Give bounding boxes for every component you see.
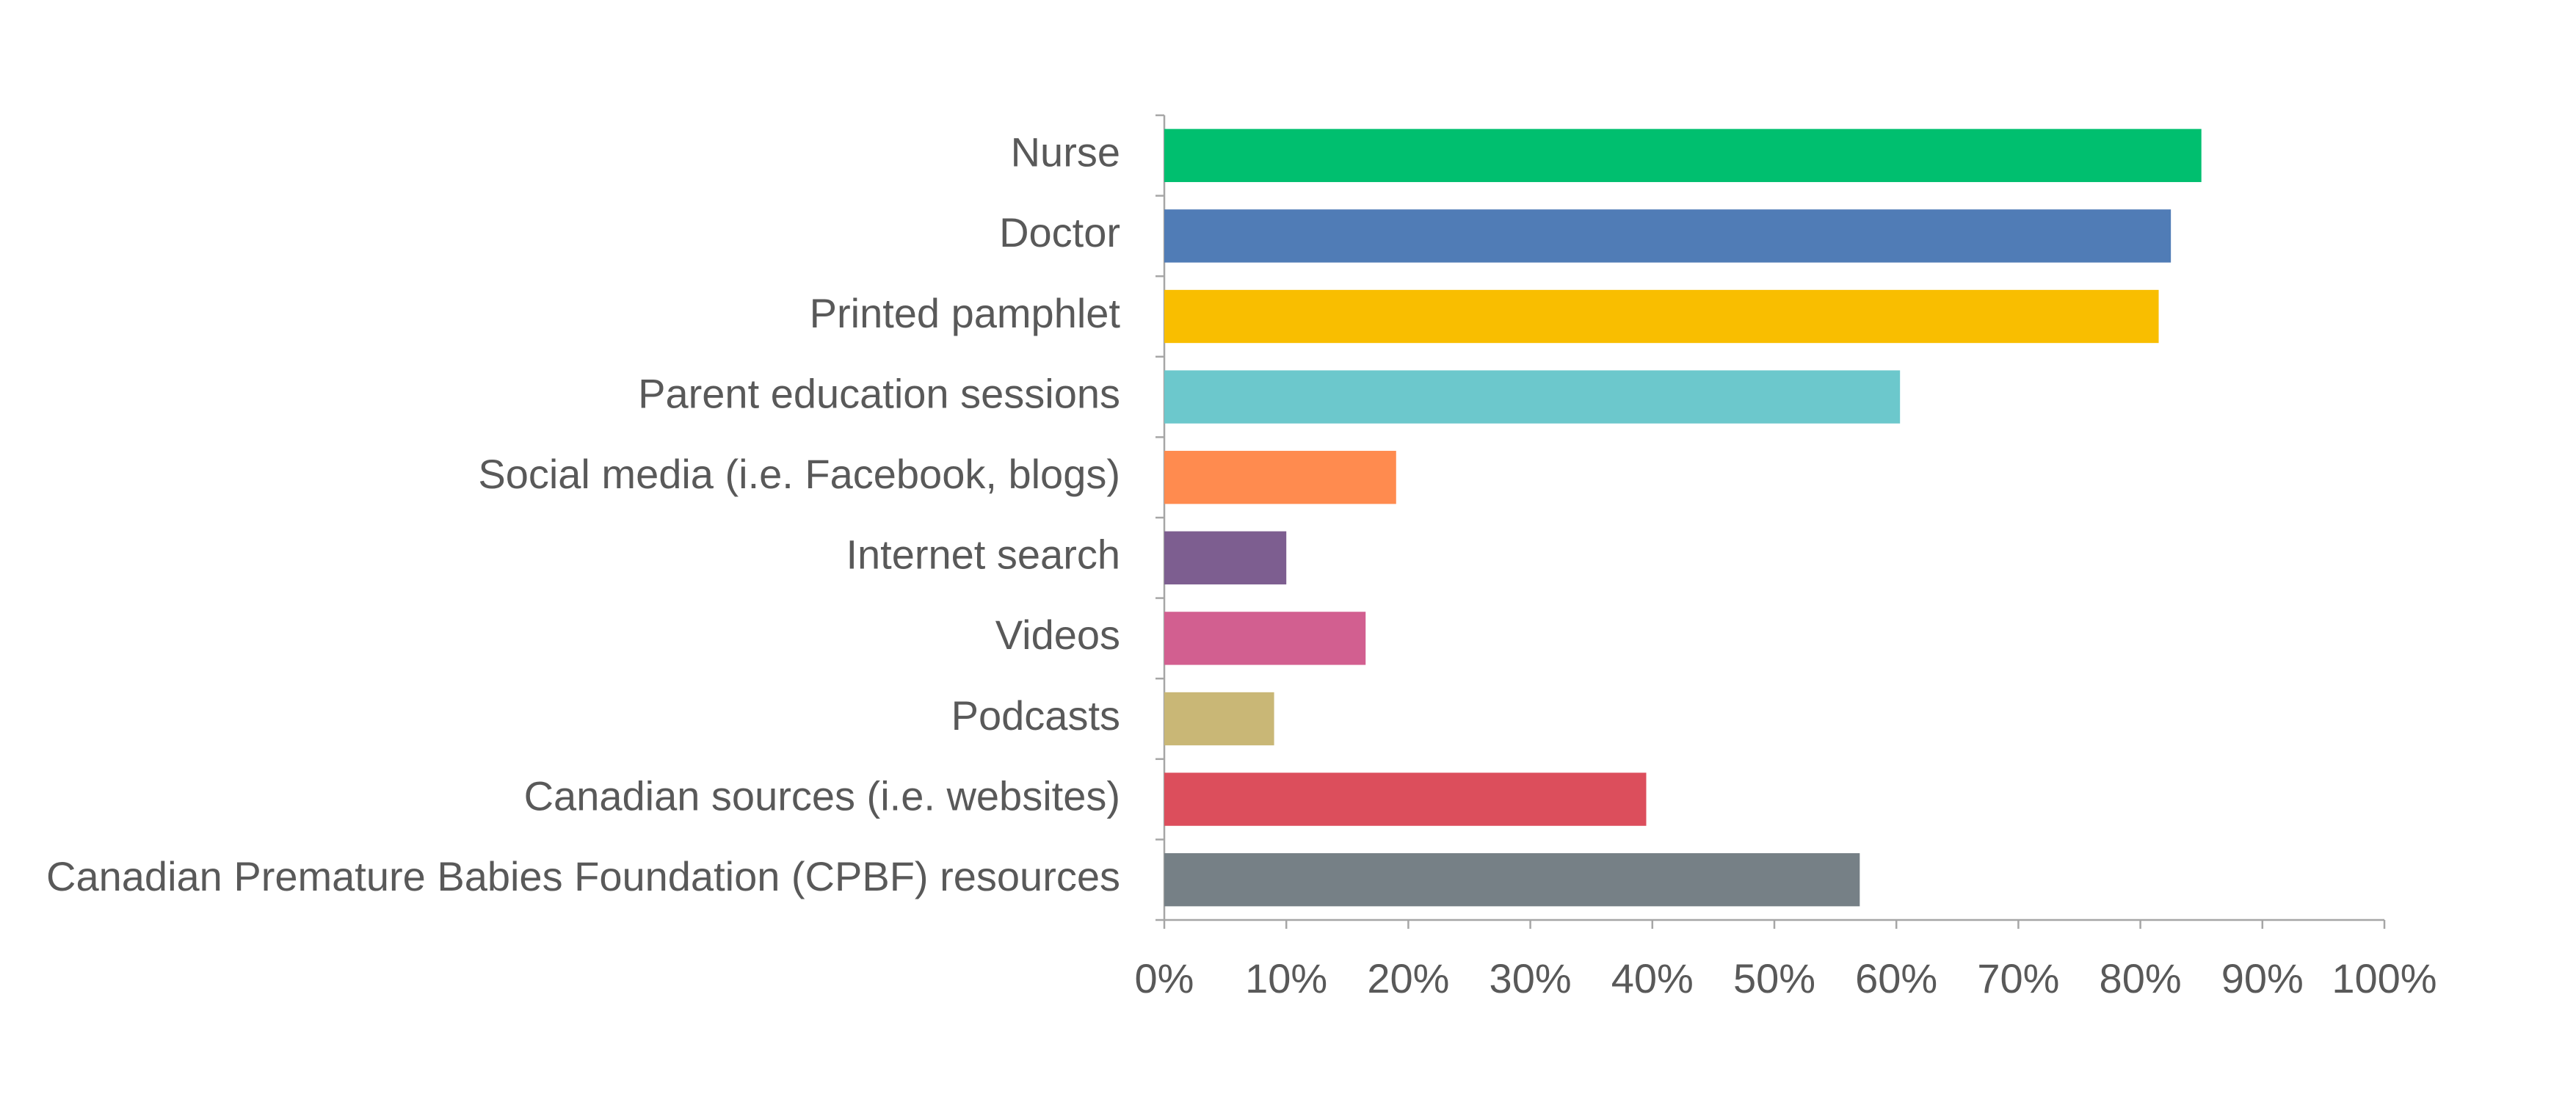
bar bbox=[1164, 289, 2159, 344]
bar bbox=[1164, 692, 1274, 746]
y-tick-label: Printed pamphlet bbox=[810, 290, 1121, 336]
bar bbox=[1164, 209, 2172, 263]
bar bbox=[1164, 772, 1647, 826]
bar bbox=[1164, 531, 1287, 584]
x-tick-label: 50% bbox=[1733, 955, 1815, 1001]
y-tick-label: Canadian sources (i.e. websites) bbox=[524, 772, 1120, 819]
x-tick-label: 0% bbox=[1135, 955, 1194, 1001]
y-tick-label: Videos bbox=[995, 612, 1120, 658]
x-tick-label: 40% bbox=[1611, 955, 1694, 1001]
x-tick-label: 30% bbox=[1490, 955, 1572, 1001]
bar bbox=[1164, 370, 1901, 424]
y-tick-label: Social media (i.e. Facebook, blogs) bbox=[478, 451, 1120, 497]
x-tick-label: 90% bbox=[2221, 955, 2304, 1001]
x-tick-label: 80% bbox=[2100, 955, 2182, 1001]
y-tick-label: Doctor bbox=[999, 209, 1120, 256]
y-tick-label: Podcasts bbox=[951, 692, 1120, 739]
bar bbox=[1164, 451, 1396, 504]
y-tick-label: Parent education sessions bbox=[638, 370, 1120, 416]
y-tick-label: Nurse bbox=[1011, 129, 1120, 175]
y-tick-label: Internet search bbox=[846, 532, 1120, 578]
x-tick-label: 10% bbox=[1245, 955, 1327, 1001]
x-tick-label: 100% bbox=[2332, 955, 2437, 1001]
x-tick-label: 60% bbox=[1855, 955, 1937, 1001]
bar bbox=[1164, 128, 2202, 182]
x-tick-label: 70% bbox=[1977, 955, 2059, 1001]
bar bbox=[1164, 853, 1860, 907]
x-tick-label: 20% bbox=[1367, 955, 1449, 1001]
y-tick-label: Canadian Premature Babies Foundation (CP… bbox=[46, 853, 1120, 899]
bar bbox=[1164, 612, 1366, 665]
